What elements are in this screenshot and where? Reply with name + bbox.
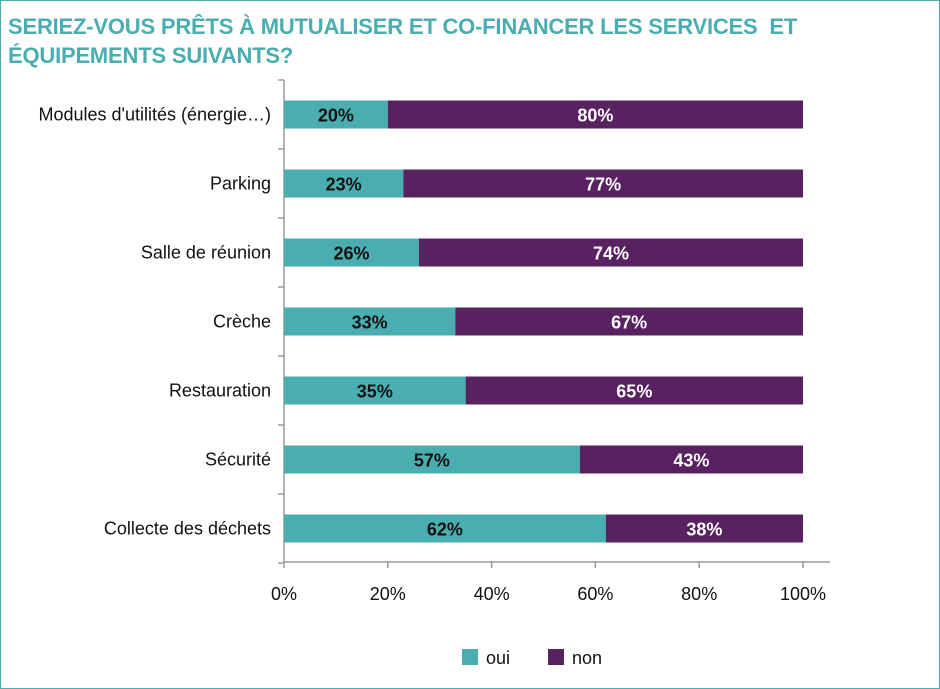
legend-swatch-non <box>548 649 564 665</box>
bar-oui <box>284 445 580 474</box>
x-tick-label: 60% <box>577 584 613 604</box>
legend: oui non <box>462 648 602 668</box>
data-label-oui: 62% <box>427 520 463 540</box>
bars <box>284 100 803 543</box>
data-label-oui: 35% <box>357 382 393 402</box>
data-label-non: 77% <box>585 175 621 195</box>
data-label-oui: 23% <box>326 175 362 195</box>
data-label-non: 38% <box>686 520 722 540</box>
x-tick-label: 20% <box>370 584 406 604</box>
category-label: Salle de réunion <box>141 243 271 263</box>
data-label-non: 65% <box>616 382 652 402</box>
bar-oui <box>284 307 456 336</box>
bar-non <box>605 514 803 543</box>
legend-label-oui: oui <box>486 648 510 668</box>
legend-label-non: non <box>572 648 602 668</box>
bar-non <box>387 100 803 129</box>
category-label: Crèche <box>213 312 271 332</box>
data-label-non: 67% <box>611 313 647 333</box>
bar-oui <box>284 238 419 267</box>
bar-oui <box>284 169 404 198</box>
x-tick-label: 100% <box>780 584 826 604</box>
bar-oui <box>284 514 606 543</box>
bar-non <box>418 238 803 267</box>
x-tick-label: 0% <box>271 584 297 604</box>
x-tick-label: 40% <box>474 584 510 604</box>
category-label: Restauration <box>169 381 271 401</box>
data-label-non: 80% <box>577 106 613 126</box>
data-label-oui: 26% <box>333 244 369 264</box>
category-label: Collecte des déchets <box>104 519 271 539</box>
data-label-oui: 33% <box>352 313 388 333</box>
data-label-non: 74% <box>593 244 629 264</box>
data-label-non: 43% <box>673 451 709 471</box>
bar-non <box>465 376 803 405</box>
x-tick-label: 80% <box>681 584 717 604</box>
data-label-oui: 57% <box>414 451 450 471</box>
category-label: Modules d'utilités (énergie…) <box>38 105 271 125</box>
data-label-oui: 20% <box>318 106 354 126</box>
category-label: Parking <box>210 174 271 194</box>
chart-title: SERIEZ-VOUS PRÊTS À MUTUALISER ET CO-FIN… <box>8 14 803 68</box>
category-label: Sécurité <box>205 450 271 470</box>
bar-oui <box>284 100 388 129</box>
bar-non <box>403 169 803 198</box>
labels: Modules d'utilités (énergie…) 20% 80% Parki… <box>38 105 722 540</box>
bar-non <box>579 445 803 474</box>
legend-swatch-oui <box>462 649 478 665</box>
bar-non <box>455 307 803 336</box>
bar-oui <box>284 376 466 405</box>
